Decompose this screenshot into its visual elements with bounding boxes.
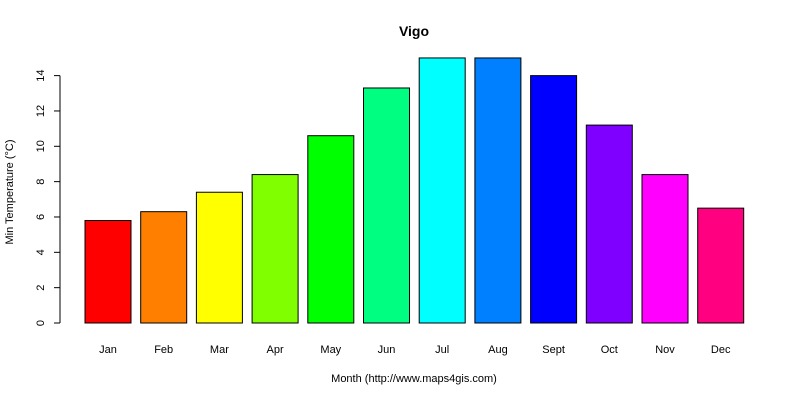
y-tick-label: 0 [35, 320, 47, 326]
x-tick-label-may: May [320, 344, 341, 356]
y-tick-label: 10 [35, 140, 47, 152]
bars-group [84, 57, 745, 324]
bar-sept [530, 75, 578, 324]
bar-jul [418, 57, 466, 324]
x-tick-label-apr: Apr [267, 344, 284, 356]
x-tick-label-jul: Jul [435, 344, 449, 356]
bar-feb [140, 211, 188, 324]
bar-jan [84, 220, 132, 324]
bar-oct [585, 124, 633, 324]
y-tick-label: 6 [35, 214, 47, 220]
x-tick-label-oct: Oct [601, 344, 618, 356]
y-tick-label: 14 [35, 69, 47, 81]
x-tick-label-nov: Nov [655, 344, 675, 356]
bar-dec [697, 207, 745, 324]
bar-jun [363, 87, 410, 324]
x-tick-label-jun: Jun [378, 344, 396, 356]
x-tick-label-jan: Jan [99, 344, 117, 356]
y-tick-label: 4 [35, 249, 47, 255]
y-axis: 0 2 4 6 8 10 12 14 [35, 69, 61, 326]
bar-aug [474, 57, 522, 324]
bar-nov [641, 174, 689, 324]
x-tick-label-dec: Dec [711, 344, 731, 356]
x-tick-labels: Jan Feb Mar Apr May Jun Jul Aug Sept Oct Nov Dec [99, 344, 731, 356]
y-tick-label: 2 [35, 285, 47, 291]
x-tick-label-mar: Mar [210, 344, 229, 356]
bar-mar [195, 191, 243, 324]
x-tick-label-feb: Feb [154, 344, 173, 356]
x-tick-label-aug: Aug [488, 344, 508, 356]
bar-may [307, 135, 355, 324]
chart-title: Vigo [399, 23, 429, 39]
y-tick-label: 8 [35, 179, 47, 185]
bar-apr [251, 174, 299, 324]
y-axis-label: Min Temperature (°C) [4, 139, 16, 244]
x-tick-label-sept: Sept [542, 344, 565, 356]
x-axis-label: Month (http://www.maps4gis.com) [331, 373, 497, 385]
y-tick-label: 12 [35, 105, 47, 117]
